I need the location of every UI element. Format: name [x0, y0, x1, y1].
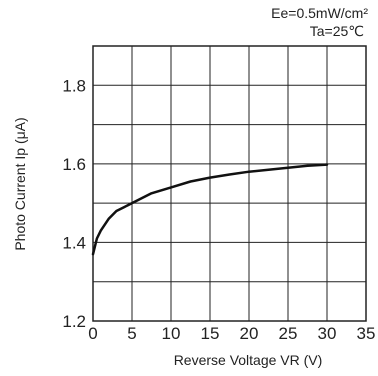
x-tick-label: 25: [279, 324, 298, 343]
x-tick-label: 30: [318, 324, 337, 343]
grid-lines: [93, 46, 366, 321]
y-tick-label: 1.4: [62, 233, 86, 252]
condition-temperature: Ta=25℃: [310, 23, 364, 39]
y-tick-label: 1.2: [62, 312, 86, 331]
y-tick-label: 1.6: [62, 155, 86, 174]
x-tick-label: 10: [162, 324, 181, 343]
x-tick-label: 20: [240, 324, 259, 343]
condition-irradiance: Ee=0.5mW/cm²: [271, 5, 368, 21]
x-tick-label: 15: [201, 324, 220, 343]
plot-frame: [92, 45, 367, 322]
y-axis-label: Photo Current Ip (μA): [12, 117, 28, 250]
photo-current-curve: [91, 163, 329, 256]
x-tick-labels: 0 5 10 15 20 25 30 35: [88, 324, 375, 343]
y-tick-labels: 1.2 1.4 1.6 1.8: [62, 76, 86, 331]
x-axis-label: Reverse Voltage VR (V): [174, 352, 323, 368]
y-tick-label: 1.8: [62, 76, 86, 95]
x-tick-label: 35: [357, 324, 376, 343]
x-tick-label: 5: [127, 324, 136, 343]
x-tick-label: 0: [88, 324, 97, 343]
